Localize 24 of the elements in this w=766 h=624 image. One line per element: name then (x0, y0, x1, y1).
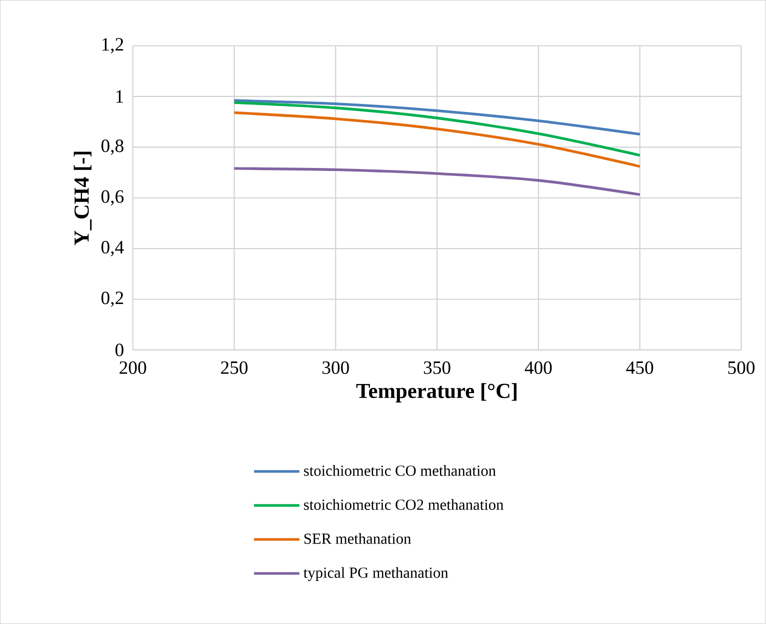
legend-label: SER methanation (304, 533, 411, 544)
y-tick-label: 1,2 (102, 38, 124, 54)
x-tick-label: 300 (322, 361, 349, 374)
y-tick-label: 0,8 (101, 140, 124, 155)
y-tick-label: 0,4 (101, 240, 124, 256)
legend-label: typical PG methanation (304, 567, 448, 582)
legend-label: stoichiometric CO methanation (304, 465, 496, 476)
x-axis-title: Temperature [°C] (356, 383, 516, 403)
y-tick-label: 0,2 (101, 292, 124, 307)
x-tick-label: 250 (221, 361, 248, 374)
line-series (232, 101, 642, 157)
line-series (232, 99, 642, 136)
x-tick-label: 450 (626, 361, 654, 374)
x-tick-label: 350 (424, 361, 450, 374)
legend-label: stoichiometric CO2 methanation (304, 499, 504, 510)
y-axis-title: Y_CH4 [-] (74, 152, 92, 246)
y-tick-label: 0,6 (101, 190, 124, 206)
line-series (232, 167, 642, 196)
x-tick-label: 400 (524, 361, 552, 374)
x-tick-label: 500 (728, 361, 755, 374)
x-tick-label: 200 (120, 361, 146, 374)
y-tick-label: 0 (115, 344, 124, 356)
line-series (232, 111, 642, 168)
y-tick-label: 1 (116, 90, 123, 103)
